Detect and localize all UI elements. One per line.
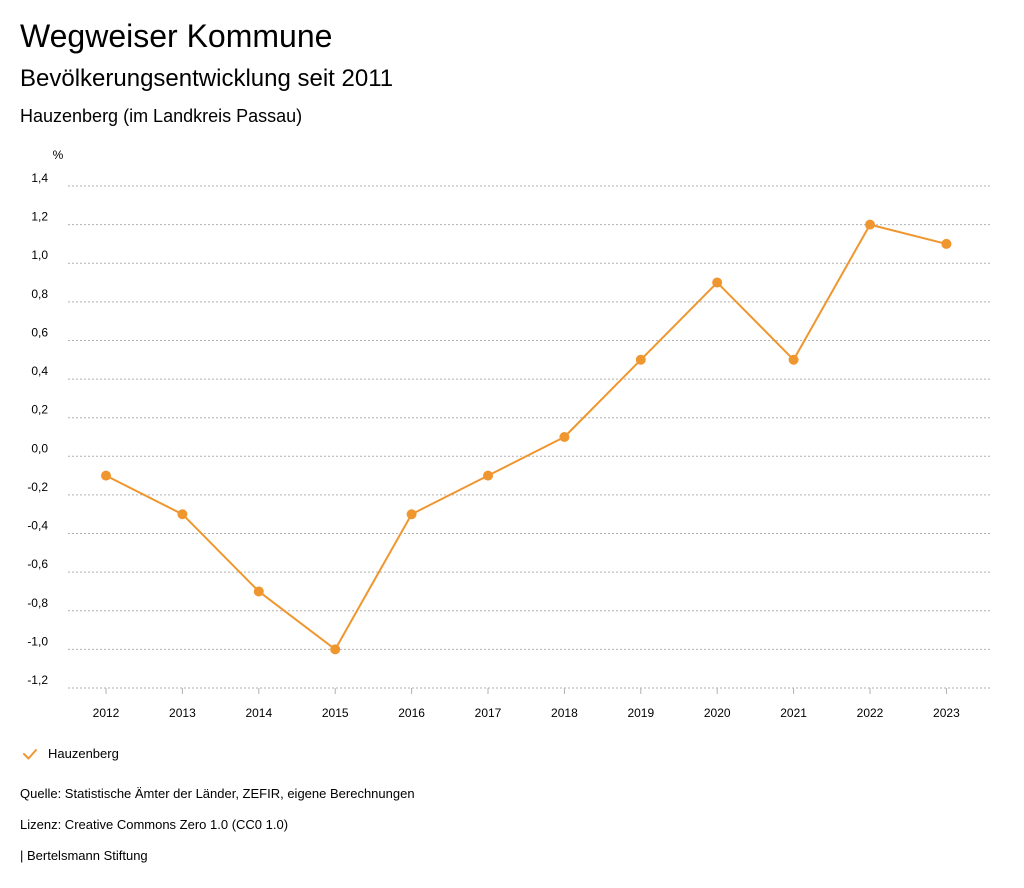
y-tick-label: 0,8 (31, 287, 48, 301)
data-point-2021[interactable] (788, 354, 799, 365)
data-point-2022[interactable] (865, 219, 875, 230)
publisher-note: | Bertelsmann Stiftung (20, 848, 148, 863)
data-point-2023[interactable] (941, 238, 952, 249)
region-label: Hauzenberg (im Landkreis Passau) (20, 106, 303, 126)
y-tick-label: 1,2 (31, 210, 48, 224)
y-tick-label: -0,4 (27, 519, 48, 533)
chart-subtitle: Bevölkerungsentwicklung seit 2011 (20, 65, 394, 92)
data-point-2013[interactable] (177, 509, 188, 520)
x-tick-label: 2017 (475, 706, 502, 720)
x-tick-label: 2023 (933, 706, 960, 720)
series-line (105, 223, 947, 651)
y-tick-label: -0,6 (27, 557, 48, 571)
y-tick-label: -1,2 (27, 673, 48, 687)
y-axis-ticks: 1,4 1,2 1,0 0,8 0,6 0,4 0,2 0,0 -0,2 -0,4 -0,6 -0,8… (27, 171, 48, 687)
y-tick-label: 0,6 (31, 325, 48, 339)
legend-label: Hauzenberg (48, 746, 119, 761)
data-point-2016[interactable] (406, 509, 417, 520)
series-hauzenberg (101, 219, 952, 655)
data-point-2012[interactable] (101, 470, 111, 481)
y-tick-label: 1,4 (31, 171, 48, 185)
data-point-2018[interactable] (559, 432, 570, 442)
data-point-2017[interactable] (483, 470, 493, 481)
x-tick-label: 2016 (398, 706, 425, 720)
x-tick-label: 2020 (704, 706, 731, 720)
page-title: Wegweiser Kommune (20, 18, 333, 54)
y-axis-unit-label: % (53, 148, 64, 162)
y-tick-label: 0,0 (31, 441, 48, 455)
legend[interactable]: Hauzenberg (22, 744, 119, 764)
data-point-2014[interactable] (253, 586, 264, 597)
y-tick-label: 1,0 (31, 248, 48, 262)
grid-lines (68, 185, 990, 689)
y-tick-label: 0,2 (31, 403, 48, 417)
x-tick-label: 2014 (245, 706, 272, 720)
y-tick-label: -1,0 (27, 634, 48, 648)
x-tick-label: 2019 (627, 706, 654, 720)
data-point-2019[interactable] (635, 354, 646, 365)
y-tick-label: -0,8 (27, 596, 48, 610)
x-tick-label: 2012 (93, 706, 120, 720)
x-tick-label: 2018 (551, 706, 578, 720)
x-axis-ticks: 2012 2013 2014 2015 2016 2017 2018 2019 2020 2021… (93, 688, 960, 720)
y-tick-label: 0,4 (31, 364, 48, 378)
x-tick-label: 2022 (857, 706, 884, 720)
x-tick-label: 2013 (169, 706, 196, 720)
y-tick-label: -0,2 (27, 480, 48, 494)
x-tick-label: 2021 (780, 706, 807, 720)
data-point-2020[interactable] (712, 277, 723, 288)
checkmark-icon (23, 749, 37, 760)
source-note: Quelle: Statistische Ämter der Länder, Z… (20, 786, 415, 801)
data-point-2015[interactable] (330, 644, 341, 655)
x-tick-label: 2015 (322, 706, 349, 720)
line-chart: % 1,4 1,2 1,0 0,8 0,6 0,4 0,2 0,0 -0,2 -0,4 -0,6 -0… (27, 148, 990, 720)
license-note: Lizenz: Creative Commons Zero 1.0 (CC0 1… (20, 817, 289, 832)
